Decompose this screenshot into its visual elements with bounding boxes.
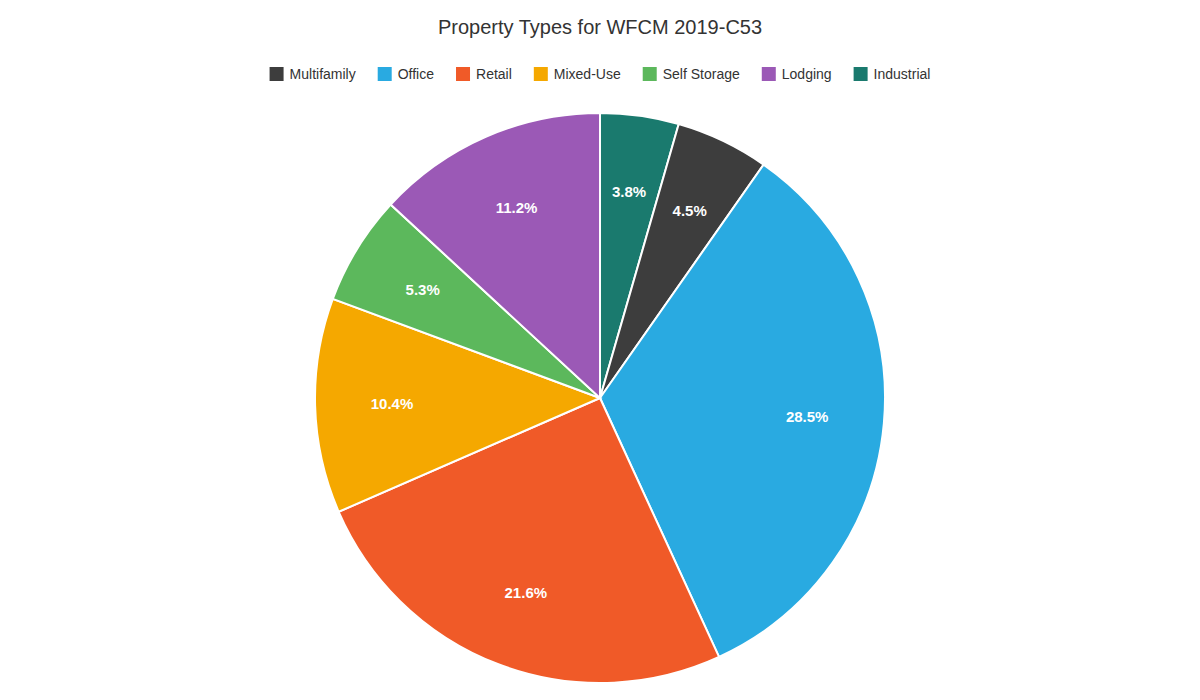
chart-container: Property Types for WFCM 2019-C53 3.8% 4.5%… (0, 0, 1200, 700)
legend-label: Mixed-Use (554, 66, 621, 82)
legend-swatch (456, 67, 470, 81)
legend-swatch (643, 67, 657, 81)
legend-item: Office (378, 66, 435, 82)
data-label: 4.5% (673, 202, 707, 219)
legend-item: Industrial (854, 66, 931, 82)
legend-swatch (762, 67, 776, 81)
data-label: 5.3% (406, 281, 440, 298)
legend-item: Multifamily (270, 66, 356, 82)
legend-swatch (270, 67, 284, 81)
legend: Multifamily Office Retail Mixed-Use Self Sto… (270, 66, 931, 82)
data-label: 21.6% (505, 584, 548, 601)
chart: Property Types for WFCM 2019-C53 3.8% 4.5%… (0, 0, 1200, 700)
pie-slice (391, 113, 600, 398)
data-labels: 3.8% 4.5% 28.5% 21.6% 10.4% 5.3% 11.2% (371, 183, 829, 600)
legend-swatch (854, 67, 868, 81)
legend-label: Lodging (782, 66, 832, 82)
legend-item: Retail (456, 66, 512, 82)
title: Property Types for WFCM 2019-C53 (438, 16, 762, 38)
legend-label: Multifamily (290, 66, 356, 82)
data-label: 10.4% (371, 395, 414, 412)
data-label: 3.8% (612, 183, 646, 200)
legend-label: Office (398, 66, 435, 82)
legend-swatch (378, 67, 392, 81)
data-label: 11.2% (496, 199, 538, 216)
background (0, 0, 1200, 700)
legend-item: Mixed-Use (534, 66, 621, 82)
legend-swatch (534, 67, 548, 81)
legend-label: Industrial (874, 66, 931, 82)
pie (315, 113, 885, 683)
legend-label: Self Storage (663, 66, 740, 82)
data-label: 28.5% (786, 408, 829, 425)
legend-item: Lodging (762, 66, 832, 82)
legend-item: Self Storage (643, 66, 740, 82)
legend-label: Retail (476, 66, 512, 82)
